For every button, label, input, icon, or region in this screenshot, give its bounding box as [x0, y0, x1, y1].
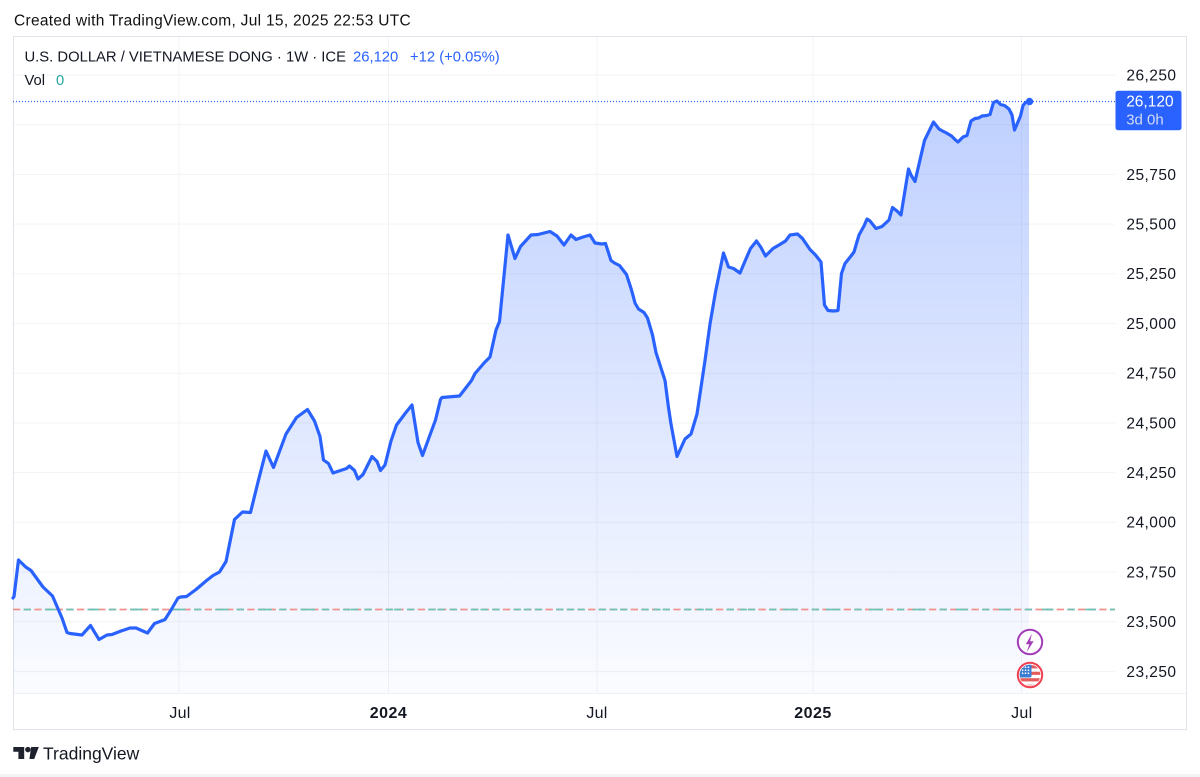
- svg-text:25,000: 25,000: [1126, 316, 1176, 333]
- svg-text:2025: 2025: [794, 705, 832, 722]
- svg-text:2024: 2024: [370, 705, 408, 722]
- svg-text:Jul: Jul: [586, 705, 607, 722]
- svg-text:3d 0h: 3d 0h: [1126, 112, 1164, 129]
- svg-text:23,750: 23,750: [1126, 564, 1176, 581]
- svg-text:Vol: Vol: [25, 73, 46, 89]
- svg-text:26,120: 26,120: [353, 49, 398, 65]
- svg-text:23,500: 23,500: [1126, 614, 1176, 631]
- svg-text:Created with TradingView.com,: Created with TradingView.com, Jul 15, 20…: [14, 13, 411, 30]
- svg-text:U.S. DOLLAR / VIETNAMESE DONG: U.S. DOLLAR / VIETNAMESE DONG · 1W · ICE: [25, 49, 347, 65]
- svg-text:0: 0: [56, 73, 64, 89]
- svg-text:26,250: 26,250: [1126, 67, 1176, 84]
- svg-text:24,500: 24,500: [1126, 415, 1176, 432]
- svg-text:TradingView: TradingView: [43, 744, 140, 764]
- svg-text:24,000: 24,000: [1126, 515, 1176, 532]
- svg-text:Jul: Jul: [1011, 705, 1032, 722]
- svg-text:+12 (+0.05%): +12 (+0.05%): [410, 49, 500, 65]
- svg-text:26,120: 26,120: [1126, 94, 1174, 111]
- svg-text:Jul: Jul: [169, 705, 190, 722]
- svg-text:24,250: 24,250: [1126, 465, 1176, 482]
- svg-text:23,250: 23,250: [1126, 664, 1176, 681]
- svg-text:25,500: 25,500: [1126, 217, 1176, 234]
- svg-text:25,750: 25,750: [1126, 167, 1176, 184]
- svg-text:25,250: 25,250: [1126, 266, 1176, 283]
- svg-text:24,750: 24,750: [1126, 366, 1176, 383]
